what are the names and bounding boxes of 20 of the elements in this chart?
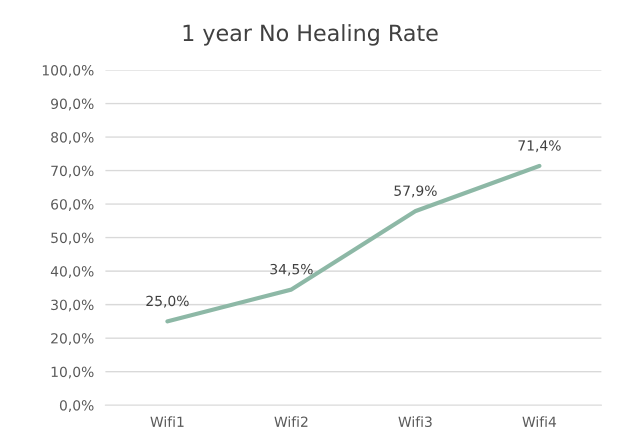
y-tick-label: 30,0%: [51, 300, 94, 312]
x-tick-label: Wifi4: [522, 416, 556, 427]
y-tick-label: 70,0%: [51, 166, 94, 178]
data-label: 25,0%: [146, 296, 189, 308]
x-tick-label: Wifi3: [398, 416, 432, 428]
y-tick-label: 40,0%: [50, 266, 94, 278]
y-tick-label: 90,0%: [51, 98, 94, 110]
data-label: 57,9%: [394, 185, 437, 198]
y-tick-label: 60,0%: [51, 199, 94, 211]
y-tick-label: 0,0%: [60, 400, 94, 412]
x-tick-label: Wifi1: [150, 416, 184, 427]
data-label: 71,4%: [518, 140, 561, 152]
data-label: 34,5%: [270, 264, 313, 276]
y-tick-label: 20,0%: [51, 333, 94, 346]
y-tick-label: 80,0%: [51, 132, 94, 144]
chart-title: 1 year No Healing Rate: [184, 24, 438, 46]
y-tick-label: 10,0%: [52, 366, 94, 379]
y-tick-label: 100,0%: [42, 65, 94, 77]
y-tick-label: 50,0%: [51, 232, 94, 245]
x-tick-label: Wifi2: [274, 416, 308, 427]
